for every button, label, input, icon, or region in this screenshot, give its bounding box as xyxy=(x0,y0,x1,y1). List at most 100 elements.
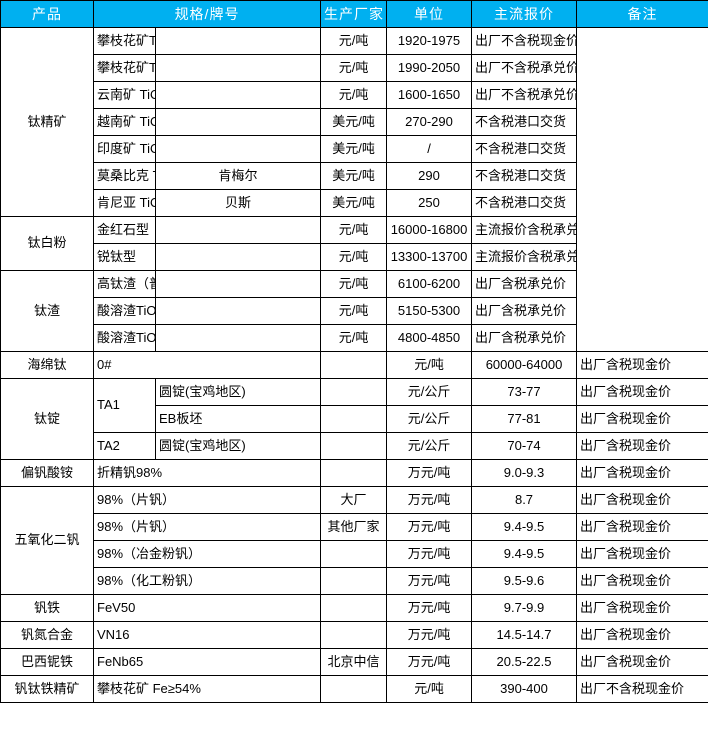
cell-remark: 出厂不含税承兑价 xyxy=(471,81,578,109)
cell-product: 偏钒酸铵 xyxy=(0,459,94,487)
cell-spec: 云南矿 TiO2≥45% xyxy=(93,81,156,109)
cell-price: 77-81 xyxy=(471,405,578,433)
cell-unit: 万元/吨 xyxy=(386,594,473,622)
cell-remark: 出厂含税承兑价 xyxy=(471,324,578,352)
cell-remark: 不含税港口交货 xyxy=(471,189,578,217)
cell-unit: 元/吨 xyxy=(320,216,388,244)
cell-product: 钒钛铁精矿 xyxy=(0,675,94,703)
cell-unit: 万元/吨 xyxy=(386,486,473,514)
cell-remark: 出厂含税现金价 xyxy=(576,378,708,406)
cell-product: 五氧化二钒 xyxy=(0,486,94,595)
cell-price: 4800-4850 xyxy=(386,324,473,352)
table-row: TA2 圆锭(宝鸡地区) 元/公斤 70-74 出厂含税现金价 xyxy=(1,432,708,460)
cell-maker xyxy=(320,405,388,433)
cell-maker: 肯梅尔 xyxy=(154,162,322,190)
cell-remark: 出厂含税承兑价 xyxy=(471,270,578,298)
cell-maker: 北京中信 xyxy=(320,648,388,676)
cell-remark: 出厂不含税现金价 xyxy=(576,675,708,703)
cell-unit: 万元/吨 xyxy=(386,567,473,595)
cell-grade: TA2 xyxy=(93,432,156,460)
cell-spec: 98%（化工粉钒） xyxy=(92,567,322,595)
cell-unit: 万元/吨 xyxy=(386,648,473,676)
header-product: 产品 xyxy=(0,0,94,28)
cell-price: 290 xyxy=(386,162,473,190)
header-unit: 单位 xyxy=(386,0,473,28)
cell-maker xyxy=(154,270,322,298)
cell-product: 钛渣 xyxy=(0,270,94,352)
cell-remark: 出厂含税现金价 xyxy=(576,486,708,514)
cell-unit: 元/公斤 xyxy=(386,378,473,406)
table-row: 偏钒酸铵 折精钒98% 万元/吨 9.0-9.3 出厂含税现金价 xyxy=(0,459,708,487)
table-header-row: 产品 规格/牌号 生产厂家 单位 主流报价 备注 xyxy=(0,0,708,28)
cell-price: 6100-6200 xyxy=(386,270,473,298)
cell-maker xyxy=(154,54,322,82)
cell-unit: 元/吨 xyxy=(386,351,473,379)
header-spec: 规格/牌号 xyxy=(92,0,322,28)
cell-unit: 万元/吨 xyxy=(386,513,473,541)
cell-maker xyxy=(154,108,322,136)
cell-unit: 元/吨 xyxy=(320,270,388,298)
cell-unit: 万元/吨 xyxy=(386,459,473,487)
cell-price: 20.5-22.5 xyxy=(471,648,578,676)
header-remark: 备注 xyxy=(576,0,708,28)
cell-maker xyxy=(154,135,322,163)
cell-maker xyxy=(320,432,388,460)
cell-remark: 出厂不含税承兑价 xyxy=(471,54,578,82)
table-row: 钒氮合金 VN16 万元/吨 14.5-14.7 出厂含税现金价 xyxy=(0,621,708,649)
table-row: 钛锭 TA1 圆锭(宝鸡地区) 元/公斤 73-77 出厂含税现金价 xyxy=(0,378,708,460)
cell-maker xyxy=(320,675,388,703)
cell-price: 250 xyxy=(386,189,473,217)
cell-maker xyxy=(154,27,322,55)
table-row: 印度矿 TiO2≥50% 美元/吨/不含税港口交货 xyxy=(1,135,708,163)
cell-spec: 酸溶渣TiO2≥74%(滇） xyxy=(93,324,156,352)
cell-spec: FeNb65 xyxy=(92,648,322,676)
cell-spec: VN16 xyxy=(92,621,322,649)
cell-remark: 不含税港口交货 xyxy=(471,135,578,163)
cell-unit: 万元/吨 xyxy=(386,621,473,649)
cell-product: 海绵钛 xyxy=(0,351,94,379)
cell-maker: 贝斯 xyxy=(154,189,322,217)
table-row: 五氧化二钒 98%（片钒） 大厂 万元/吨 8.7 出厂含税现金价 xyxy=(0,486,708,595)
cell-unit: 元/吨 xyxy=(320,297,388,325)
cell-price: 60000-64000 xyxy=(471,351,578,379)
cell-unit: 美元/吨 xyxy=(320,135,388,163)
table-row: 锐钛型 元/吨 13300-13700 主流报价含税承兑 xyxy=(1,243,708,271)
cell-spec: 0# xyxy=(92,351,322,379)
cell-spec: 莫桑比克 TiO2≥50% xyxy=(93,162,156,190)
table-row: 海绵钛 0# 元/吨 60000-64000 出厂含税现金价 xyxy=(0,351,708,379)
cell-maker xyxy=(320,594,388,622)
cell-maker xyxy=(320,351,388,379)
cell-maker xyxy=(320,567,388,595)
cell-unit: 元/吨 xyxy=(320,54,388,82)
cell-product: 巴西铌铁 xyxy=(0,648,94,676)
cell-maker xyxy=(154,324,322,352)
cell-spec: 折精钒98% xyxy=(92,459,322,487)
cell-product: 钒氮合金 xyxy=(0,621,94,649)
cell-remark: 不含税港口交货 xyxy=(471,108,578,136)
cell-remark: 出厂不含税现金价 xyxy=(471,27,578,55)
cell-spec: 酸溶渣TiO2≥74%(川） xyxy=(93,297,156,325)
cell-product: 钛精矿 xyxy=(0,27,94,217)
cell-remark: 出厂含税现金价 xyxy=(576,513,708,541)
cell-price: 1600-1650 xyxy=(386,81,473,109)
cell-grade: TA1 xyxy=(93,378,156,433)
cell-spec: 锐钛型 xyxy=(93,243,156,271)
table-row: 钒铁 FeV50 万元/吨 9.7-9.9 出厂含税现金价 xyxy=(0,594,708,622)
cell-price: 8.7 xyxy=(471,486,578,514)
table-row: 98%（化工粉钒） 万元/吨 9.5-9.6 出厂含税现金价 xyxy=(1,567,708,595)
cell-remark: 出厂含税现金价 xyxy=(576,351,708,379)
cell-price: 9.5-9.6 xyxy=(471,567,578,595)
cell-price: 5150-5300 xyxy=(386,297,473,325)
cell-remark: 出厂含税承兑价 xyxy=(471,297,578,325)
cell-spec: 攀枝花矿 Fe≥54% xyxy=(92,675,322,703)
cell-remark: 不含税港口交货 xyxy=(471,162,578,190)
header-maker: 生产厂家 xyxy=(320,0,388,28)
cell-spec: 金红石型（硫酸法） xyxy=(93,216,156,244)
